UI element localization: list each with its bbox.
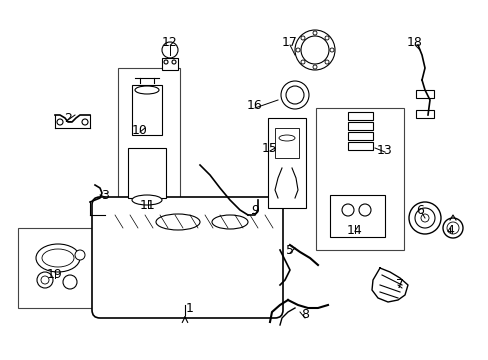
Circle shape [341, 204, 353, 216]
Bar [347, 132, 372, 140]
Circle shape [82, 119, 88, 125]
Text: 7: 7 [395, 279, 403, 292]
Circle shape [358, 204, 370, 216]
Circle shape [294, 30, 334, 70]
Circle shape [163, 60, 168, 64]
Text: 14: 14 [346, 224, 362, 237]
Circle shape [281, 81, 308, 109]
Text: 12: 12 [162, 36, 178, 49]
Ellipse shape [132, 195, 162, 205]
Bar [118, 68, 180, 220]
Text: 9: 9 [250, 203, 259, 216]
Text: 16: 16 [246, 99, 263, 112]
Text: 19: 19 [47, 269, 63, 282]
Bar [132, 85, 162, 135]
Ellipse shape [42, 249, 74, 267]
Text: 6: 6 [415, 203, 423, 216]
Circle shape [57, 119, 63, 125]
Bar [347, 142, 372, 150]
Text: 18: 18 [406, 36, 422, 49]
Circle shape [37, 272, 53, 288]
Text: 4: 4 [445, 224, 453, 237]
Bar [267, 118, 305, 208]
Bar [347, 112, 372, 120]
Ellipse shape [279, 135, 294, 141]
Ellipse shape [135, 86, 159, 94]
Circle shape [63, 275, 77, 289]
Circle shape [312, 31, 316, 35]
Bar [415, 110, 433, 118]
Ellipse shape [156, 214, 200, 230]
Text: 10: 10 [132, 123, 148, 136]
Text: 11: 11 [140, 198, 156, 212]
Circle shape [408, 202, 440, 234]
Bar [128, 148, 165, 198]
Ellipse shape [36, 244, 80, 272]
Bar [415, 90, 433, 98]
Text: 2: 2 [64, 112, 72, 125]
Bar [162, 58, 178, 70]
Bar [347, 122, 372, 130]
Text: 8: 8 [301, 309, 308, 321]
Bar [18, 228, 100, 308]
Circle shape [285, 86, 304, 104]
Ellipse shape [212, 215, 247, 229]
Text: 13: 13 [376, 144, 392, 157]
Circle shape [325, 60, 328, 64]
Circle shape [329, 48, 333, 52]
Text: 5: 5 [285, 243, 293, 256]
Circle shape [414, 208, 434, 228]
Bar [329, 195, 384, 237]
Circle shape [325, 36, 328, 40]
Circle shape [420, 214, 428, 222]
Text: 3: 3 [101, 189, 109, 202]
Text: 15: 15 [262, 141, 277, 154]
Circle shape [301, 36, 328, 64]
Circle shape [312, 65, 316, 69]
Circle shape [446, 222, 458, 234]
Bar [274, 128, 298, 158]
Circle shape [442, 218, 462, 238]
Circle shape [300, 60, 305, 64]
FancyBboxPatch shape [92, 197, 283, 318]
Text: 17: 17 [282, 36, 297, 49]
Bar [315, 108, 403, 250]
Text: 1: 1 [185, 302, 194, 315]
Circle shape [162, 42, 178, 58]
Circle shape [75, 250, 85, 260]
Circle shape [41, 276, 49, 284]
Circle shape [295, 48, 299, 52]
Circle shape [300, 36, 305, 40]
Circle shape [172, 60, 176, 64]
